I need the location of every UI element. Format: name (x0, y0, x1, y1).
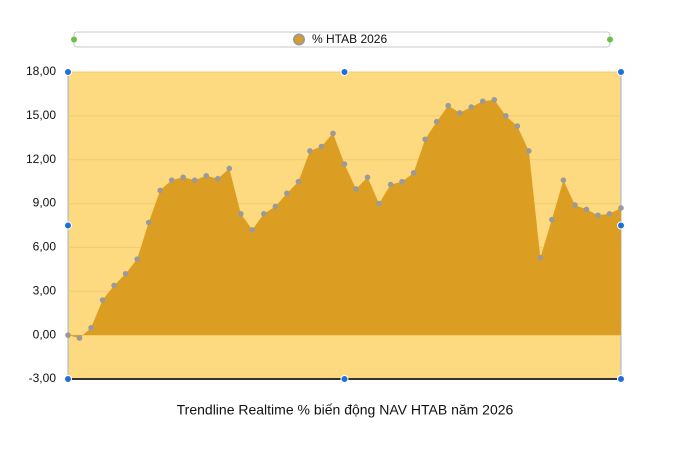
point (261, 211, 267, 217)
point (226, 165, 233, 172)
selection-handle (340, 68, 349, 76)
y-tick-label: -3,00 (29, 371, 57, 385)
y-tick-label: 12,00 (26, 152, 56, 166)
point (514, 123, 521, 129)
point (318, 143, 325, 150)
point (145, 219, 152, 226)
point (295, 178, 302, 185)
point (502, 113, 509, 119)
selection-handle (617, 375, 625, 383)
legend-label: % HTAB 2026 (312, 32, 387, 46)
handle (607, 36, 613, 43)
point (76, 335, 83, 341)
point (168, 177, 175, 183)
chart-title: Trendline Realtime % biến động NAV HTAB … (177, 402, 514, 418)
point (353, 186, 359, 192)
selection-handle (617, 68, 625, 76)
point (583, 206, 590, 213)
legend-marker (293, 33, 305, 46)
point (479, 98, 486, 105)
y-tick-label: 6,00 (33, 240, 57, 254)
point (88, 325, 94, 331)
y-tick-label: 3,00 (33, 283, 57, 297)
point (122, 270, 129, 277)
point (549, 216, 555, 223)
point (595, 212, 601, 219)
point (445, 102, 451, 109)
point (341, 161, 348, 167)
point (191, 177, 198, 183)
point (238, 211, 244, 217)
handle (71, 36, 77, 43)
y-tick-label: 9,00 (33, 196, 57, 210)
point (410, 170, 417, 176)
point (491, 96, 498, 103)
point (526, 148, 532, 154)
point (65, 332, 71, 338)
point (387, 181, 394, 188)
point (157, 187, 163, 194)
plot (65, 71, 624, 380)
point (399, 178, 405, 185)
point (284, 190, 290, 197)
selection-handle (64, 375, 72, 383)
point (456, 110, 463, 116)
y-tick-label: 18,00 (26, 64, 56, 78)
point (330, 130, 336, 137)
point (572, 202, 578, 208)
point (249, 227, 256, 233)
point (422, 136, 428, 143)
point (272, 203, 279, 210)
point (618, 205, 624, 211)
point (433, 118, 440, 125)
area (68, 99, 621, 339)
selection-handle (617, 221, 625, 230)
selection-handle (340, 375, 349, 383)
point (307, 148, 313, 154)
point (468, 104, 475, 110)
selection-handle (64, 68, 72, 76)
point (134, 256, 140, 262)
point (364, 174, 371, 181)
point (537, 254, 544, 261)
point (203, 172, 210, 179)
point (376, 200, 382, 207)
point (111, 282, 117, 289)
selection-handle (64, 221, 72, 230)
point (560, 177, 567, 183)
point (606, 211, 613, 217)
y-tick-label: 0,00 (33, 327, 57, 341)
y-tick-label: 15,00 (26, 108, 56, 122)
point (180, 174, 187, 181)
point (214, 175, 221, 182)
point (99, 297, 106, 303)
